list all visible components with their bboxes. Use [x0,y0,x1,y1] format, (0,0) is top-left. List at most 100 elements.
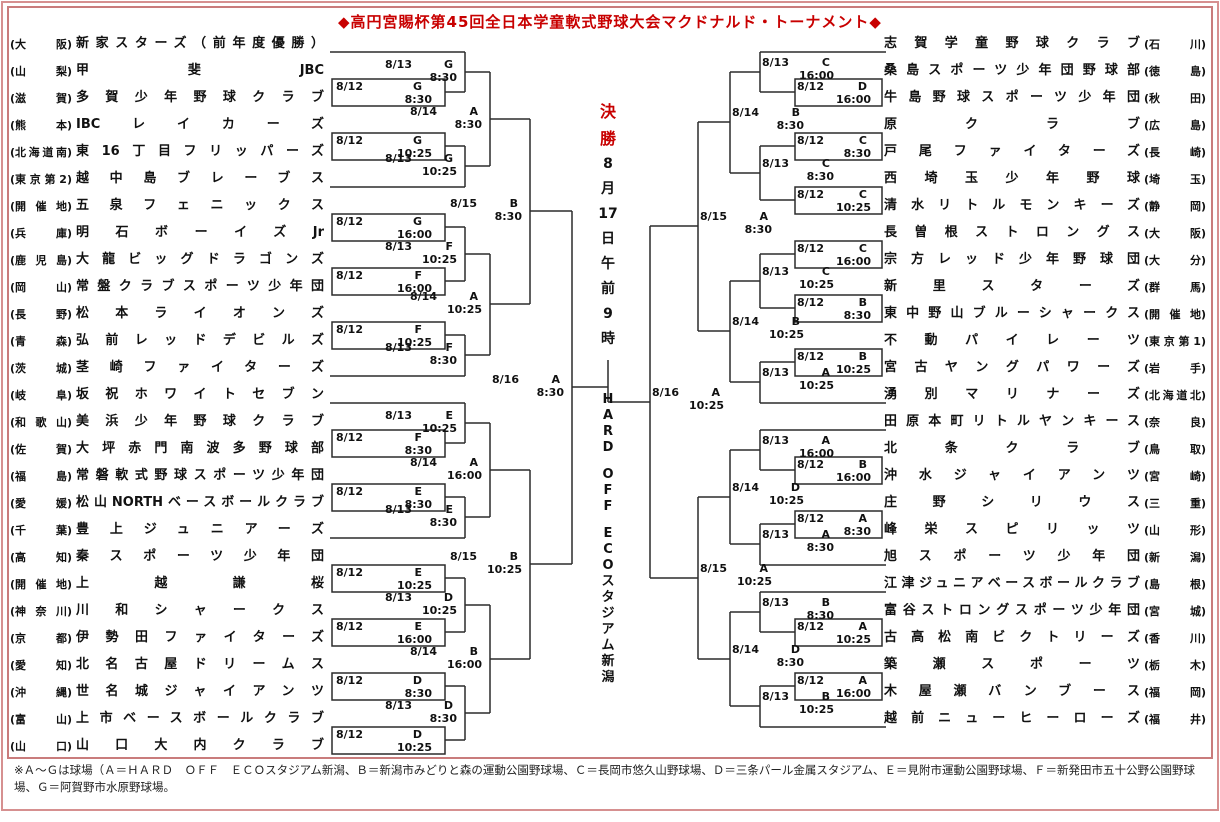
team-row: (東京第2) 越中島ブレーブス [10,170,324,187]
match-date: 8/16 [652,386,679,399]
team-row: (島根) 江津ジュニアベースボールクラブ [884,575,1206,592]
paren-open: ( [10,173,16,186]
team-row: (長崎) 戸尾ファイターズ [884,143,1206,160]
match-time: 8:30 [404,444,432,457]
paren-open: ( [10,65,16,78]
match-date: 8/13 [385,240,412,253]
team-prefecture: (福岡) [1144,686,1206,699]
match-date: 8/13 [385,409,412,422]
match-time: 8:30 [404,687,432,700]
match-date: 8/12 [336,269,363,282]
match-venue: G [412,134,422,147]
paren-close: ) [1200,254,1206,267]
paren-open: ( [1144,470,1150,483]
team-name: 上市ベースボールクラブ [76,711,324,726]
match-label: 8/13 E 8:30 [385,503,463,529]
match-venue: F [414,323,422,336]
team-prefecture: (岡山) [10,281,72,294]
match-venue: B [469,645,478,658]
match-venue: G [443,58,453,71]
match-label: 8/15 B 8:30 [450,197,528,223]
team-prefecture: (愛媛) [10,497,72,510]
match-date: 8/12 [336,728,363,741]
team-name: 常磐軟式野球スポーツ少年団 [76,468,324,483]
paren-close: ) [66,119,72,132]
match-label: 8/14 A 8:30 [410,105,488,131]
team-name: 北名古屋ドリームス [76,657,324,672]
paren-open: ( [1144,362,1150,375]
team-prefecture: (青森) [10,335,72,348]
match-time: 8:30 [429,71,457,84]
team-prefecture: (大阪) [10,38,72,51]
match-label: 8/12 B 8:30 [797,296,877,322]
team-name: 甲斐JBC [76,63,324,78]
team-name: 豊上ジュニアーズ [76,522,324,537]
match-label: 8/13 C 10:25 [762,265,840,291]
team-row: (北海道南) 東16丁目フリッパーズ [10,143,324,160]
match-label: 8/12 E 10:25 [336,566,438,592]
match-time: 10:25 [396,336,432,349]
match-time: 10:25 [421,604,457,617]
team-prefecture: (愛知) [10,659,72,672]
match-time: 16:00 [396,282,432,295]
page-title: ◆高円宮賜杯第45回全日本学童軟式野球大会マクドナルド・トーナメント◆ [338,13,882,31]
team-name: 江津ジュニアベースボールクラブ [884,576,1140,591]
match-date: 8/15 [700,562,727,575]
team-name: 坂祝ホワイトセブン [76,387,324,402]
team-prefecture: (茨城) [10,362,72,375]
paren-open: ( [1144,254,1150,267]
team-row: (宮城) 富谷ストロングスポーツ少年団 [884,602,1206,619]
match-venue: E [414,485,422,498]
match-venue: D [412,674,422,687]
team-name: 宗方レッド少年野球団 [884,252,1140,267]
match-venue: C [858,242,867,255]
match-label: 8/14 B 8:30 [732,106,810,132]
team-row: (愛知) 北名古屋ドリームス [10,656,324,673]
match-time: 8:30 [429,516,457,529]
match-label: 8/13 A 16:00 [762,434,840,460]
paren-close: ) [66,443,72,456]
paren-close: ) [1200,281,1206,294]
match-venue: A [821,366,830,379]
paren-open: ( [10,659,16,672]
paren-open: ( [10,335,16,348]
paren-close: ) [66,335,72,348]
match-date: 8/15 [450,197,477,210]
team-name: 古高松南ビクトリーズ [884,630,1140,645]
match-label: 8/16 A 8:30 [492,373,570,399]
paren-close: ) [1200,362,1206,375]
paren-open: ( [1144,416,1150,429]
team-prefecture: (福島) [10,470,72,483]
match-venue: A [821,528,830,541]
team-name: 峰栄スピリッツ [884,522,1140,537]
paren-open: ( [1144,524,1150,537]
team-prefecture: (奈良) [1144,416,1206,429]
team-name: 大坪赤門南波多野球部 [76,441,324,456]
match-label: 8/15 A 8:30 [700,210,778,236]
match-venue: D [790,481,800,494]
match-time: 10:25 [446,303,482,316]
paren-close: ) [1200,200,1206,213]
team-row: (群馬) 新里スターズ [884,278,1206,295]
team-row: (鹿児島) 大龍ビッグドラゴンズ [10,251,324,268]
paren-open: ( [1144,119,1150,132]
paren-open: ( [1144,200,1150,213]
paren-open: ( [10,740,16,753]
team-prefecture: (栃木) [1144,659,1206,672]
paren-close: ) [1200,551,1206,564]
match-label: 8/12 F 16:00 [336,269,438,295]
team-prefecture: (滋賀) [10,92,72,105]
match-time: 16:00 [798,447,834,460]
paren-open: ( [1144,605,1150,618]
team-name: 清水リトルモンキーズ [884,198,1140,213]
final-datetime: 8 月 17 日午前 9 時 [598,156,618,347]
match-time: 8:30 [494,210,522,223]
team-row: (大分) 宗方レッド少年野球団 [884,251,1206,268]
match-time: 10:25 [421,422,457,435]
match-venue: F [414,269,422,282]
team-prefecture: (鳥取) [1144,443,1206,456]
team-prefecture: (長野) [10,308,72,321]
match-venue: B [509,550,518,563]
